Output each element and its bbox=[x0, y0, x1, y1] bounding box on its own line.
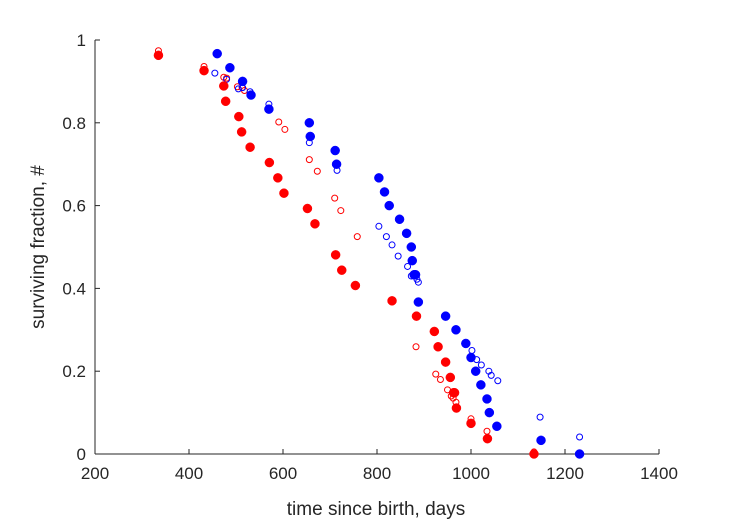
data-point-filled bbox=[212, 48, 222, 59]
data-point-filled bbox=[153, 50, 164, 61]
data-point-open bbox=[576, 433, 584, 441]
data-point-open bbox=[436, 375, 444, 383]
data-point-filled bbox=[470, 366, 481, 376]
data-point-filled bbox=[461, 338, 471, 349]
data-point-open bbox=[404, 262, 412, 270]
data-point-filled bbox=[302, 203, 313, 214]
data-point-filled bbox=[440, 311, 451, 321]
y-tick-label: 0.8 bbox=[62, 114, 86, 133]
data-point-open bbox=[281, 125, 289, 133]
data-point-open bbox=[487, 371, 495, 379]
data-point-filled bbox=[433, 342, 443, 352]
data-point-open bbox=[234, 85, 242, 93]
data-point-filled bbox=[330, 145, 340, 156]
y-tick-label: 1 bbox=[77, 31, 86, 50]
data-point-filled bbox=[237, 76, 248, 87]
data-point-open bbox=[337, 207, 345, 215]
data-point-open bbox=[412, 343, 420, 351]
y-axis-label: surviving fraction, # bbox=[28, 165, 49, 329]
data-point-filled bbox=[219, 81, 229, 91]
data-point-filled bbox=[482, 394, 492, 404]
data-point-open bbox=[275, 118, 283, 126]
data-point-filled bbox=[384, 200, 394, 211]
data-point-open bbox=[382, 233, 390, 241]
x-tick-label: 200 bbox=[81, 464, 109, 483]
data-point-filled bbox=[236, 127, 247, 137]
data-point-filled bbox=[413, 297, 424, 307]
data-point-filled bbox=[410, 269, 421, 280]
data-point-filled bbox=[492, 421, 502, 432]
data-point-open bbox=[353, 233, 361, 241]
data-point-open bbox=[394, 252, 402, 260]
data-point-filled bbox=[484, 407, 495, 418]
data-point-filled bbox=[449, 387, 460, 398]
x-tick-label: 400 bbox=[175, 464, 203, 483]
x-tick-label: 1400 bbox=[640, 464, 678, 483]
data-point-filled bbox=[406, 242, 417, 252]
x-tick-label: 600 bbox=[269, 464, 297, 483]
data-point-filled bbox=[310, 219, 320, 229]
y-tick-label: 0.2 bbox=[62, 362, 86, 381]
data-point-filled bbox=[304, 118, 315, 128]
data-point-filled bbox=[264, 104, 274, 114]
data-point-filled bbox=[331, 159, 342, 169]
data-point-filled bbox=[401, 228, 412, 239]
data-point-filled bbox=[466, 352, 476, 363]
data-point-open bbox=[536, 413, 544, 421]
data-point-open bbox=[305, 156, 313, 164]
data-point-filled bbox=[445, 372, 456, 383]
axes: 200 400 600 800 1000 1200 1400 0 0.2 0.4 0.6 0.8 1 bbox=[62, 31, 678, 483]
x-tick-label: 1200 bbox=[546, 464, 584, 483]
data-point-filled bbox=[337, 265, 347, 275]
data-point-open bbox=[477, 361, 485, 369]
data-point-open bbox=[211, 69, 219, 77]
y-tick-label: 0.4 bbox=[62, 279, 86, 298]
data-point-open bbox=[494, 377, 502, 385]
data-point-open bbox=[432, 370, 440, 378]
data-point-filled bbox=[220, 96, 231, 107]
data-point-filled bbox=[482, 433, 493, 444]
data-point-filled bbox=[536, 435, 546, 446]
data-point-filled bbox=[234, 111, 244, 122]
data-point-filled bbox=[411, 311, 422, 321]
data-point-filled bbox=[529, 449, 539, 459]
data-point-filled bbox=[199, 65, 209, 76]
data-point-filled bbox=[379, 187, 390, 197]
data-point-filled bbox=[330, 250, 341, 260]
data-point-filled bbox=[451, 325, 461, 335]
data-point-filled bbox=[407, 255, 417, 266]
data-point-filled bbox=[440, 357, 451, 367]
data-point-filled bbox=[245, 142, 255, 152]
data-point-open bbox=[313, 167, 321, 175]
data-point-filled bbox=[264, 157, 275, 168]
y-tick-label: 0 bbox=[77, 445, 86, 464]
data-point-filled bbox=[476, 380, 486, 390]
data-point-filled bbox=[387, 296, 397, 306]
data-point-filled bbox=[305, 131, 316, 142]
data-point-filled bbox=[451, 403, 462, 413]
data-point-open bbox=[331, 194, 339, 202]
data-point-open bbox=[375, 222, 383, 230]
data-point-filled bbox=[225, 62, 235, 73]
data-points bbox=[153, 47, 585, 459]
data-point-filled bbox=[394, 214, 405, 225]
x-axis-label: time since birth, days bbox=[287, 499, 465, 520]
x-tick-label: 1000 bbox=[452, 464, 490, 483]
data-point-filled bbox=[279, 188, 289, 198]
y-tick-label: 0.6 bbox=[62, 197, 86, 216]
data-point-filled bbox=[429, 326, 440, 337]
data-point-filled bbox=[574, 449, 585, 459]
data-point-filled bbox=[350, 280, 361, 291]
data-point-open bbox=[414, 278, 422, 286]
data-point-open bbox=[388, 241, 396, 249]
data-point-filled bbox=[466, 418, 476, 429]
data-point-filled bbox=[246, 90, 256, 100]
x-tick-label: 800 bbox=[363, 464, 391, 483]
data-point-filled bbox=[273, 173, 283, 183]
data-point-filled bbox=[374, 173, 384, 183]
